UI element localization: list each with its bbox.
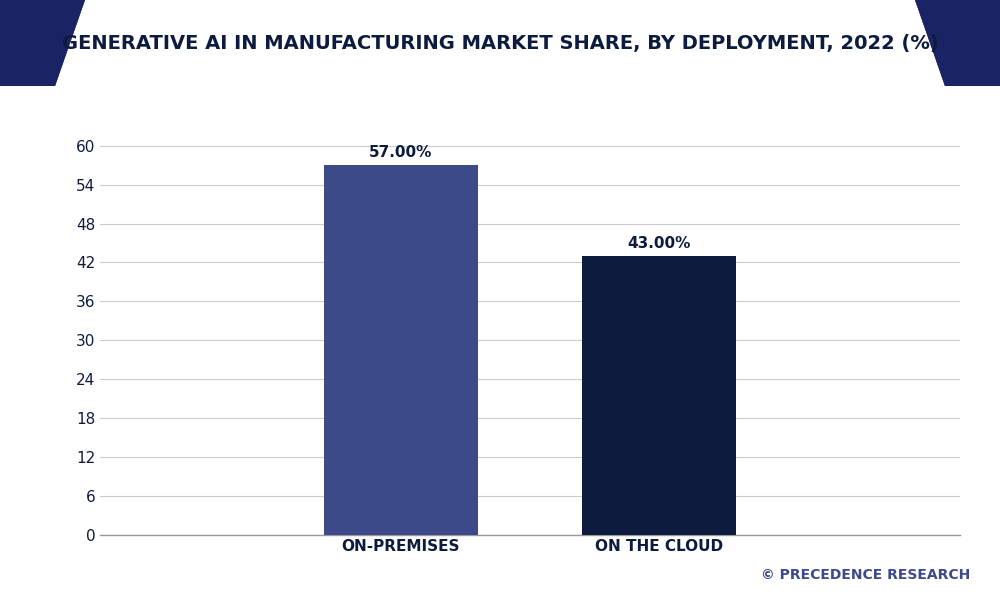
Text: © PRECEDENCE RESEARCH: © PRECEDENCE RESEARCH — [761, 568, 970, 582]
Text: 43.00%: 43.00% — [627, 236, 691, 251]
Bar — [582, 256, 736, 535]
Text: GENERATIVE AI IN MANUFACTURING MARKET SHARE, BY DEPLOYMENT, 2022 (%): GENERATIVE AI IN MANUFACTURING MARKET SH… — [62, 34, 938, 52]
Bar — [324, 165, 478, 535]
Polygon shape — [0, 0, 85, 86]
Polygon shape — [915, 0, 1000, 86]
Polygon shape — [955, 0, 1000, 24]
Polygon shape — [55, 0, 945, 86]
Polygon shape — [0, 0, 45, 24]
Text: 57.00%: 57.00% — [369, 145, 433, 160]
